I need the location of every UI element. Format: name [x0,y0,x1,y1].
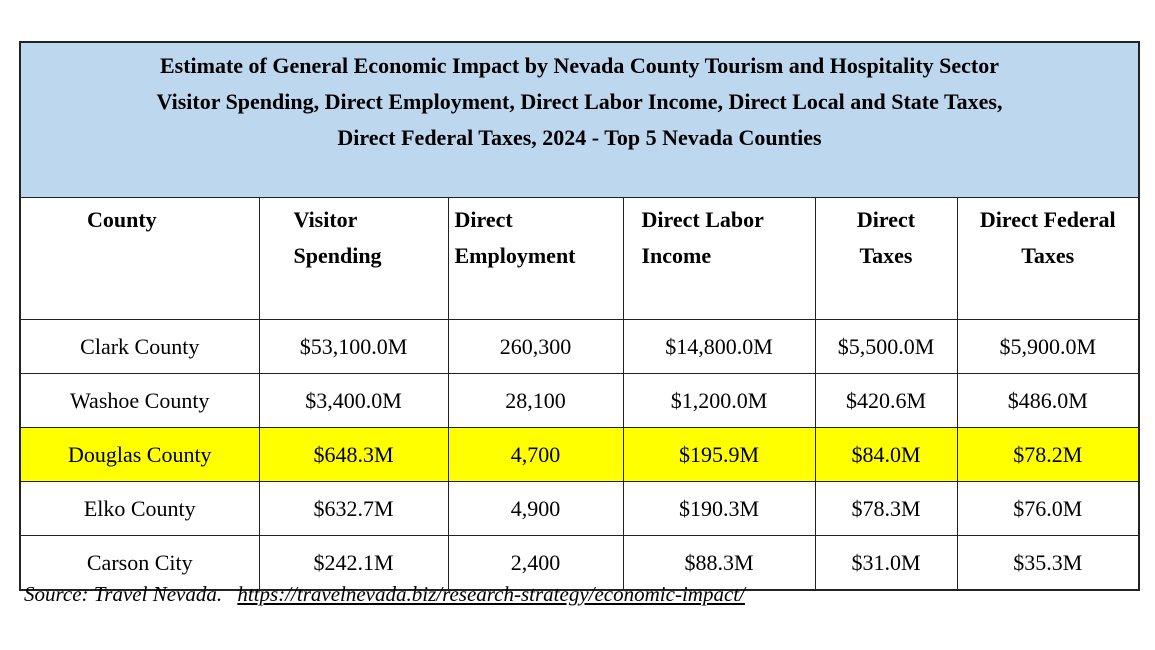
column-header-direct-federal-taxes: Direct Federal Taxes [956,197,1140,320]
column-header-county: County [19,197,260,320]
direct-labor-income-cell: $1,200.0M [622,373,816,428]
direct-taxes-cell: $84.0M [814,427,958,482]
direct-federal-taxes-cell: $5,900.0M [956,319,1140,374]
county-cell: Elko County [19,481,260,536]
direct-federal-taxes-cell: $76.0M [956,481,1140,536]
table-row: Carson City $242.1M 2,400 $88.3M $31.0M … [19,535,1140,591]
direct-taxes-cell: $31.0M [814,535,958,591]
direct-employment-cell: 260,300 [447,319,624,374]
direct-taxes-cell: $420.6M [814,373,958,428]
direct-employment-cell: 28,100 [447,373,624,428]
table-row: Clark County $53,100.0M 260,300 $14,800.… [19,319,1140,374]
direct-labor-income-cell: $14,800.0M [622,319,816,374]
economic-impact-table: Estimate of General Economic Impact by N… [19,41,1140,591]
title-line: Direct Federal Taxes, 2024 - Top 5 Nevad… [337,125,822,150]
column-header-direct-labor-income: Direct Labor Income [622,197,816,320]
direct-labor-income-cell: $88.3M [622,535,816,591]
table-row-highlighted: Douglas County $648.3M 4,700 $195.9M $84… [19,427,1140,482]
direct-employment-cell: 4,900 [447,481,624,536]
direct-employment-cell: 4,700 [447,427,624,482]
direct-labor-income-cell: $195.9M [622,427,816,482]
source-label: Source: Travel Nevada. [24,582,223,606]
column-header-direct-employment: Direct Employment [447,197,624,320]
direct-labor-income-cell: $190.3M [622,481,816,536]
table-row: Elko County $632.7M 4,900 $190.3M $78.3M… [19,481,1140,536]
header-row: County Visitor Spending Direct Employment … [19,197,1140,320]
county-cell: Carson City [19,535,260,591]
table-title: Estimate of General Economic Impact by N… [19,41,1140,198]
visitor-spending-cell: $632.7M [258,481,449,536]
direct-taxes-cell: $78.3M [814,481,958,536]
column-header-direct-taxes: Direct Taxes [814,197,958,320]
county-cell: Clark County [19,319,260,374]
direct-federal-taxes-cell: $35.3M [956,535,1140,591]
title-line: Estimate of General Economic Impact by N… [159,53,1000,78]
direct-employment-cell: 2,400 [447,535,624,591]
visitor-spending-cell: $53,100.0M [258,319,449,374]
direct-federal-taxes-cell: $486.0M [956,373,1140,428]
visitor-spending-cell: $242.1M [258,535,449,591]
table-row: Washoe County $3,400.0M 28,100 $1,200.0M… [19,373,1140,428]
visitor-spending-cell: $648.3M [258,427,449,482]
source-note: Source: Travel Nevada. https://travelnev… [24,582,745,607]
title-line: Visitor Spending, Direct Employment, Dir… [156,89,1003,114]
visitor-spending-cell: $3,400.0M [258,373,449,428]
county-cell: Douglas County [19,427,260,482]
direct-federal-taxes-cell: $78.2M [956,427,1140,482]
county-cell: Washoe County [19,373,260,428]
source-link[interactable]: https://travelnevada.biz/research-strate… [237,582,745,606]
direct-taxes-cell: $5,500.0M [814,319,958,374]
column-header-visitor-spending: Visitor Spending [258,197,449,320]
